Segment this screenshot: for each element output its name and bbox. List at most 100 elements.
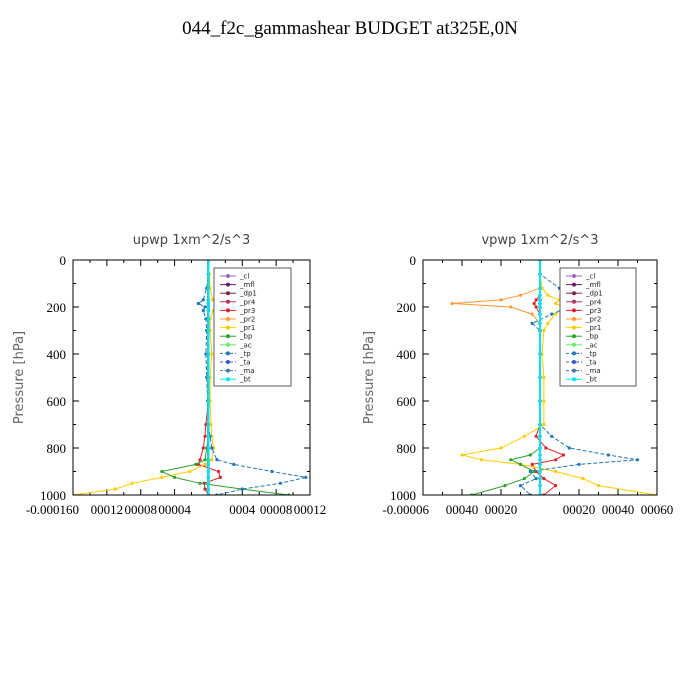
- legend-marker: [226, 282, 230, 287]
- data-point: [538, 301, 542, 306]
- data-point: [196, 301, 200, 306]
- data-point: [538, 422, 542, 427]
- data-point: [204, 352, 208, 356]
- y-tick-label: 800: [47, 441, 67, 456]
- x-tick-label: 0004: [229, 502, 256, 517]
- legend-label: _tp: [585, 350, 597, 358]
- legend-label: _dp1: [585, 290, 603, 298]
- data-point: [206, 434, 210, 438]
- y-axis-label: Pressure [hPa]: [362, 331, 377, 424]
- data-point: [538, 352, 542, 356]
- data-point: [554, 469, 558, 474]
- data-point: [198, 481, 202, 485]
- data-point: [522, 477, 527, 481]
- data-point: [206, 272, 210, 276]
- series-line-pr1: [73, 260, 221, 495]
- data-point: [499, 446, 503, 450]
- y-tick-label: 800: [397, 441, 417, 456]
- data-point: [581, 477, 585, 481]
- data-point: [203, 487, 207, 491]
- data-point: [518, 484, 523, 488]
- series-group: [73, 260, 308, 495]
- data-point: [554, 484, 558, 488]
- x-tick-label: 00012: [91, 502, 124, 517]
- data-point: [538, 328, 542, 333]
- data-point: [567, 446, 571, 450]
- legend-marker: [226, 342, 230, 347]
- legend-marker: [572, 351, 576, 356]
- data-point: [509, 458, 513, 462]
- legend-label: _tp: [239, 350, 251, 358]
- plot-frame: [422, 259, 658, 496]
- legend-label: _bt: [239, 376, 251, 384]
- legend-marker: [572, 342, 576, 347]
- data-point: [204, 422, 208, 427]
- data-point: [596, 484, 601, 488]
- x-tick-label: 00008: [124, 502, 157, 517]
- legend-marker: [572, 308, 576, 313]
- legend-label: _bt: [585, 376, 597, 384]
- data-point: [173, 475, 177, 479]
- data-point: [546, 293, 550, 297]
- y-tick-label: 400: [47, 347, 67, 362]
- legend-label: _cl: [239, 273, 249, 281]
- legend-label: _ma: [585, 367, 601, 375]
- legend-marker: [226, 377, 230, 382]
- legend-label: _pr3: [239, 307, 255, 315]
- data-point: [550, 312, 554, 316]
- data-point: [188, 469, 192, 474]
- data-point: [203, 305, 207, 309]
- x-tick-label: 00040: [602, 502, 635, 517]
- legend-label: _pr4: [585, 298, 602, 306]
- data-point: [538, 321, 542, 325]
- x-tick-label: 00020: [485, 502, 518, 517]
- y-tick-label: 400: [397, 347, 417, 362]
- data-point: [210, 352, 214, 356]
- legend-marker: [572, 325, 576, 330]
- data-point: [509, 305, 513, 309]
- legend-label: _pr2: [585, 316, 601, 324]
- data-point: [546, 321, 550, 325]
- chart-panel-1: upwp 1xm^2/s^3 Pressure [hPa] 0 200 400 600 80…: [12, 233, 326, 517]
- data-point: [554, 301, 558, 306]
- data-point: [518, 462, 523, 466]
- legend-marker: [226, 299, 230, 304]
- y-tick-label: 0: [410, 253, 417, 268]
- data-point: [304, 475, 308, 479]
- legend-marker: [572, 334, 576, 339]
- legend-label: _ac: [239, 341, 252, 349]
- data-point: [479, 458, 484, 462]
- data-point: [538, 462, 542, 466]
- legend-marker: [572, 377, 576, 382]
- data-point: [522, 434, 527, 438]
- data-point: [206, 317, 210, 321]
- legend-marker: [572, 317, 576, 321]
- legend-label: _pr2: [239, 316, 255, 324]
- legend-label: _cl: [585, 273, 595, 281]
- legend-label: _ta: [585, 359, 597, 367]
- data-point: [201, 446, 205, 450]
- data-point: [542, 477, 546, 481]
- data-point: [538, 298, 542, 302]
- data-point: [206, 481, 210, 485]
- data-point: [210, 458, 214, 462]
- data-point: [532, 301, 536, 306]
- data-point: [538, 458, 542, 462]
- data-point: [270, 469, 274, 474]
- data-point: [206, 399, 210, 403]
- data-point: [201, 308, 205, 313]
- chart-panel-2: vpwp 1xm^2/s^3 Pressure [hPa] 0 200 400 600 80…: [362, 233, 673, 517]
- data-point: [538, 469, 542, 474]
- data-point: [194, 462, 198, 466]
- data-point: [538, 286, 542, 290]
- series-line-pr2: [452, 260, 541, 495]
- data-point: [538, 453, 542, 457]
- data-point: [206, 286, 210, 290]
- data-point: [160, 475, 164, 479]
- data-point: [542, 399, 546, 403]
- data-point: [206, 462, 210, 466]
- y-tick-label: 0: [60, 253, 67, 268]
- y-tick-label: 1000: [40, 488, 66, 503]
- data-point: [206, 458, 210, 462]
